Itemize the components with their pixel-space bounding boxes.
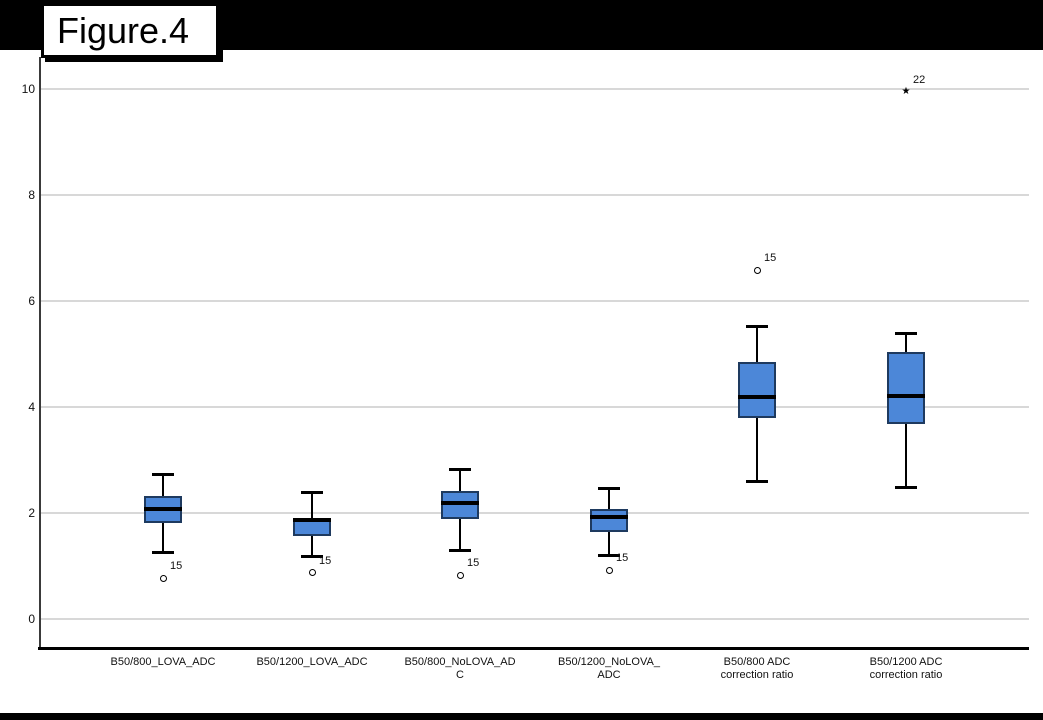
- y-tick-label: 0: [28, 612, 35, 626]
- category-label: B50/1200 ADC correction ratio: [821, 656, 991, 682]
- figure-title-box: Figure.4: [41, 3, 219, 58]
- category-label-line: B50/1200_LOVA_ADC: [256, 656, 368, 668]
- median-line: [590, 514, 628, 519]
- category-label-line: correction ratio: [720, 669, 794, 681]
- y-tick-label: 8: [28, 188, 35, 202]
- outlier-circle-icon: [753, 266, 761, 274]
- gridline: [41, 406, 1029, 408]
- median-line: [887, 393, 925, 398]
- category-label-line: C: [456, 669, 464, 681]
- category-label-line: ADC: [597, 669, 621, 681]
- bottom-banner: [0, 713, 1043, 720]
- median-line: [144, 507, 182, 512]
- box: [738, 361, 776, 419]
- median-line: [293, 518, 331, 523]
- figure-title: Figure.4: [57, 9, 190, 51]
- median-line: [738, 394, 776, 399]
- outlier-label: 15: [764, 252, 777, 265]
- whisker-cap-bottom: [746, 480, 768, 484]
- whisker-cap-top: [598, 487, 620, 491]
- outlier-circle-icon: [308, 569, 316, 577]
- category-label-line: B50/800_NoLOVA_AD: [404, 656, 516, 668]
- outlier-circle-icon: [456, 571, 464, 579]
- y-axis-line: [39, 57, 41, 650]
- gridline: [41, 300, 1029, 302]
- gridline: [41, 512, 1029, 514]
- whisker-cap-top: [152, 472, 174, 476]
- outlier-label: 15: [616, 552, 629, 565]
- category-label-line: B50/1200_NoLOVA_: [558, 656, 660, 668]
- whisker-cap-top: [301, 490, 323, 494]
- whisker-cap-bottom: [449, 549, 471, 553]
- whisker-cap-top: [895, 331, 917, 335]
- outlier-label: 15: [170, 560, 183, 573]
- x-axis-line: [38, 647, 1029, 650]
- y-tick-label: 4: [28, 400, 35, 414]
- outlier-star-icon: ★: [901, 85, 911, 97]
- category-label: B50/800 ADC correction ratio: [672, 656, 842, 682]
- category-label: B50/800_NoLOVA_AD C: [375, 656, 545, 682]
- y-tick-label: 2: [28, 506, 35, 520]
- outlier-label: 15: [319, 554, 332, 567]
- whisker-cap-bottom: [598, 553, 620, 557]
- category-label-line: B50/1200 ADC: [869, 656, 943, 668]
- category-label-line: B50/800 ADC: [723, 656, 791, 668]
- whisker-cap-bottom: [301, 554, 323, 558]
- whisker-cap-top: [449, 468, 471, 471]
- whisker-cap-top: [746, 324, 768, 328]
- outlier-label: 22: [913, 73, 926, 86]
- gridline: [41, 194, 1029, 196]
- category-label-line: B50/800_LOVA_ADC: [110, 656, 216, 668]
- category-label: B50/1200_LOVA_ADC: [227, 656, 397, 669]
- outlier-circle-icon: [159, 574, 167, 582]
- category-label-line: correction ratio: [869, 669, 943, 681]
- gridline: [41, 618, 1029, 620]
- category-label: B50/1200_NoLOVA_ ADC: [524, 656, 694, 682]
- y-tick-label: 10: [21, 82, 35, 96]
- median-line: [441, 500, 479, 505]
- whisker-cap-bottom: [895, 486, 917, 490]
- box: [590, 508, 628, 533]
- box: [887, 351, 925, 424]
- y-tick-label: 6: [28, 294, 35, 308]
- category-label: B50/800_LOVA_ADC: [78, 656, 248, 669]
- outlier-label: 15: [467, 557, 480, 569]
- outlier-circle-icon: [605, 566, 613, 574]
- gridline: [41, 88, 1029, 90]
- whisker-cap-bottom: [152, 550, 174, 554]
